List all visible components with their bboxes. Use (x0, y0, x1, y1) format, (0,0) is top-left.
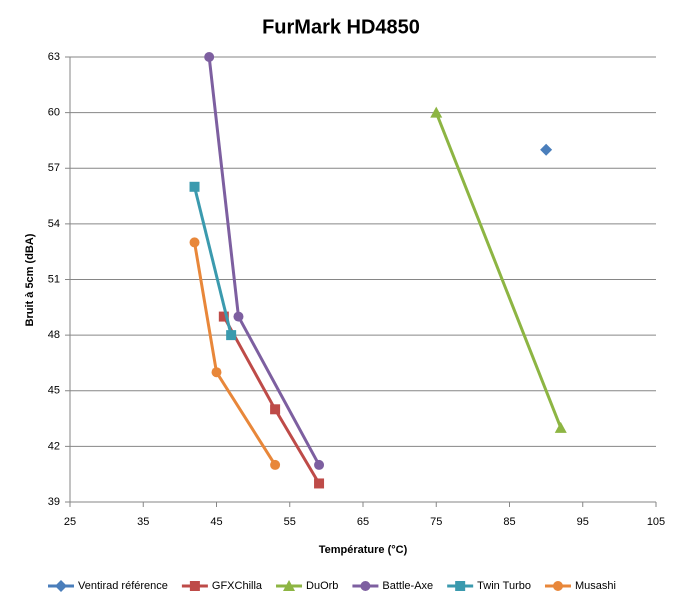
y-tick-label: 39 (48, 496, 60, 508)
legend-label: Ventirad référence (78, 580, 168, 592)
x-axis-title: Température (°C) (319, 544, 408, 556)
marker (270, 404, 281, 415)
marker (314, 478, 325, 489)
y-axis-title: Bruit à 5cm (dBA) (24, 233, 36, 326)
legend-marker (360, 581, 371, 591)
marker (430, 106, 443, 118)
y-tick-label: 48 (48, 329, 60, 341)
y-tick-label: 54 (48, 218, 60, 230)
y-tick-label: 60 (48, 107, 60, 119)
x-tick-label: 75 (430, 516, 442, 528)
y-tick-label: 42 (48, 440, 60, 452)
chart-title: FurMark HD4850 (262, 16, 420, 38)
marker (204, 52, 215, 62)
x-tick-label: 95 (577, 516, 589, 528)
series-line (434, 112, 563, 429)
legend-label: Twin Turbo (477, 580, 531, 592)
legend-label: Battle-Axe (382, 580, 433, 592)
legend-marker (455, 581, 466, 591)
marker (211, 367, 222, 378)
marker (218, 311, 229, 322)
x-tick-label: 45 (210, 516, 222, 528)
legend-marker (55, 580, 67, 592)
legend-label: Musashi (575, 580, 616, 592)
series-line (193, 186, 233, 336)
marker (233, 311, 244, 322)
marker (554, 421, 567, 433)
legend-marker (552, 581, 563, 591)
x-tick-label: 65 (357, 516, 369, 528)
marker (226, 330, 237, 341)
y-tick-label: 45 (48, 385, 60, 397)
x-tick-label: 35 (137, 516, 149, 528)
x-tick-label: 25 (64, 516, 76, 528)
y-tick-label: 51 (48, 273, 60, 285)
x-tick-label: 85 (503, 516, 515, 528)
legend-label: GFXChilla (212, 580, 263, 592)
marker (314, 459, 325, 470)
legend-marker (283, 580, 296, 591)
series-line (207, 56, 321, 466)
x-tick-label: 55 (284, 516, 296, 528)
marker (189, 181, 200, 192)
marker (540, 143, 553, 156)
legend-marker (189, 581, 200, 591)
y-tick-label: 57 (48, 162, 60, 174)
x-tick-label: 105 (647, 516, 665, 528)
legend-label: DuOrb (306, 580, 338, 592)
marker (189, 237, 200, 248)
y-tick-label: 63 (48, 51, 60, 63)
marker (270, 459, 281, 470)
